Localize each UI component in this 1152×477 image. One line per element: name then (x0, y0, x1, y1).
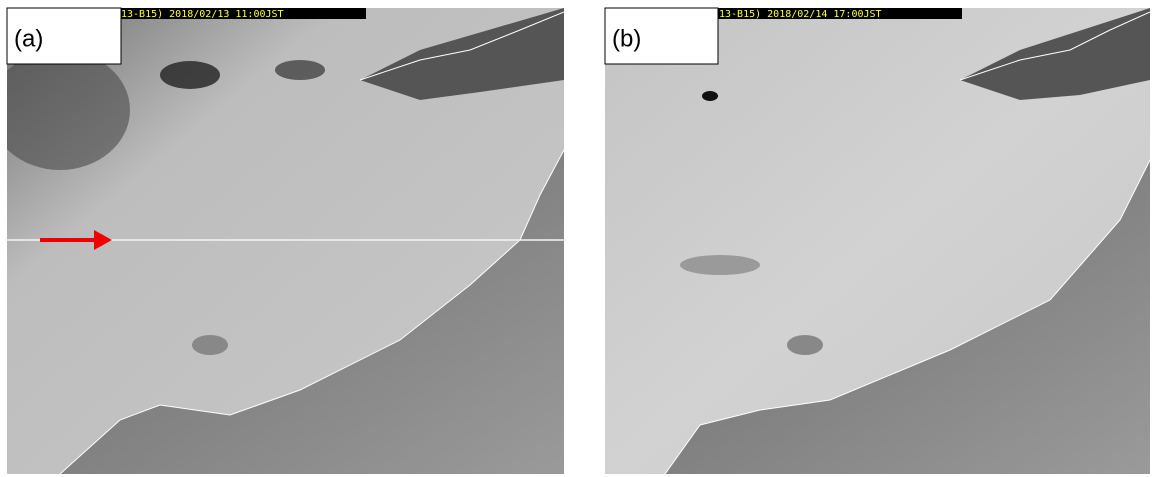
timestamp: 13-B15) 2018/02/14 17:00JST (719, 9, 882, 20)
panel-label: (a) (14, 25, 43, 52)
timestamp: 13-B15) 2018/02/13 11:00JST (121, 9, 284, 20)
panel-b-image (605, 8, 1150, 474)
panel-label: (b) (612, 25, 641, 52)
panel-a-image (7, 8, 564, 474)
